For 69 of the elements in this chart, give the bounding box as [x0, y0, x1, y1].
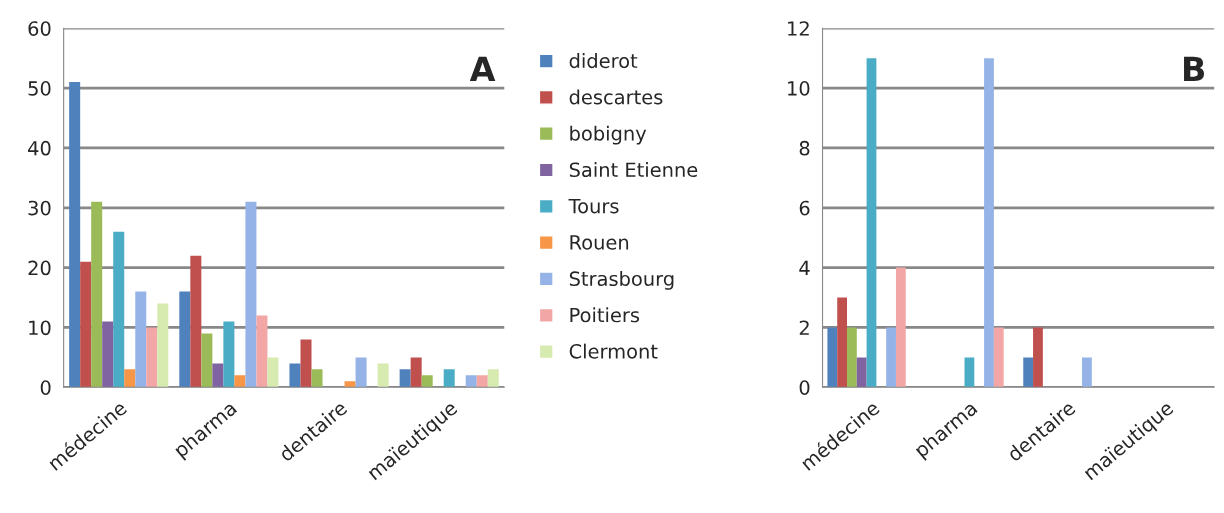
- y-tick-label: 12: [788, 21, 809, 36]
- bar: [964, 357, 975, 388]
- y-tick-label: 4: [799, 260, 810, 275]
- legend-label: bobigny: [570, 125, 647, 145]
- legend-label: Clermont: [569, 343, 658, 359]
- bar: [245, 201, 257, 388]
- text: B: [1184, 56, 1205, 81]
- bar: [190, 255, 202, 388]
- legend-label: Rouen: [570, 235, 629, 250]
- bar: [399, 369, 411, 388]
- y-tick-label: 20: [28, 260, 51, 276]
- y-tick-label: 50: [28, 81, 51, 96]
- y-tick-label: 2: [799, 320, 809, 335]
- bar: [113, 231, 125, 388]
- legend-label: descartes: [569, 89, 663, 105]
- legend-label: diderot: [569, 53, 638, 69]
- bar: [179, 291, 191, 388]
- bar: [212, 363, 224, 388]
- bar: [886, 327, 896, 388]
- bar: [201, 333, 213, 388]
- bar: [267, 357, 279, 388]
- legend-label: Poitiers: [570, 307, 640, 323]
- y-tick-label: 0: [799, 380, 810, 395]
- text: A: [469, 56, 496, 81]
- bar: [1082, 357, 1092, 388]
- bar: [91, 201, 103, 388]
- bar: [476, 375, 488, 388]
- y-tick-label: 6: [799, 200, 810, 216]
- bar: [847, 327, 857, 388]
- y-tick-label: 40: [28, 140, 51, 156]
- bar: [487, 369, 499, 388]
- bar: [146, 327, 158, 388]
- y-tick-label: 60: [28, 21, 51, 36]
- y-tick-label: 8: [799, 140, 810, 156]
- legend-label: Tours: [568, 198, 619, 214]
- bar: [421, 375, 433, 388]
- bar: [102, 321, 114, 388]
- bar: [984, 58, 994, 388]
- bar: [827, 327, 838, 388]
- bar: [993, 327, 1004, 388]
- bar: [856, 357, 867, 388]
- bar: [355, 357, 367, 388]
- bar: [124, 369, 136, 388]
- bar: [80, 261, 92, 388]
- bar: [344, 381, 356, 388]
- bar: [377, 363, 389, 388]
- y-tick-label: 0: [40, 380, 51, 395]
- bar: [234, 375, 246, 388]
- bar: [1033, 327, 1043, 388]
- bar: [465, 375, 477, 388]
- legend-label: Strasbourg: [569, 270, 674, 290]
- bar: [135, 291, 147, 388]
- bar: [311, 369, 323, 388]
- bar: [223, 321, 235, 388]
- bar: [157, 303, 169, 388]
- bar: [866, 58, 877, 388]
- bar: [300, 339, 312, 388]
- bar: [289, 363, 301, 388]
- y-tick-label: 10: [788, 81, 810, 96]
- bar: [69, 82, 81, 388]
- bar: [410, 357, 422, 388]
- legend-label: Saint Etienne: [569, 162, 698, 178]
- bar: [837, 297, 848, 388]
- bar: [895, 267, 906, 388]
- bar: [443, 369, 455, 388]
- y-tick-label: 10: [29, 320, 51, 336]
- bar: [256, 315, 268, 388]
- bar: [1023, 357, 1034, 388]
- y-tick-label: 30: [28, 200, 51, 216]
